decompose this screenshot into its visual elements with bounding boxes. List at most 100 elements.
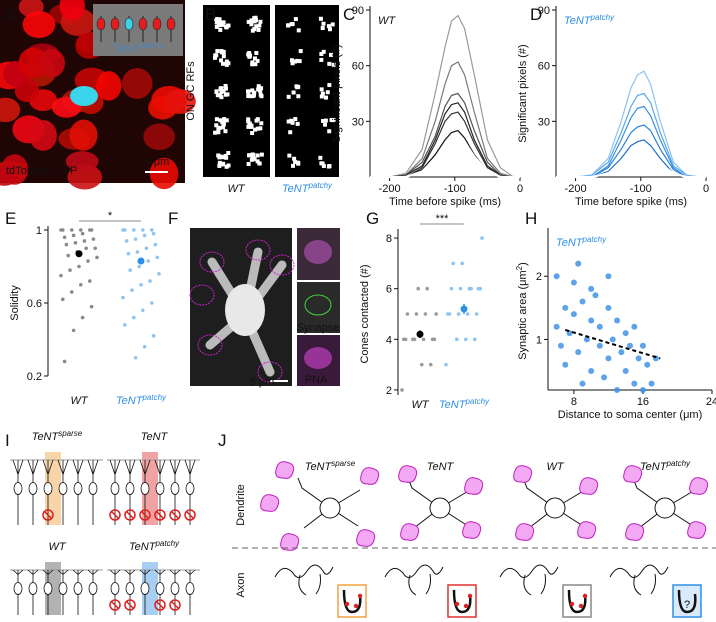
neuron <box>72 569 84 615</box>
point <box>132 228 136 232</box>
neuron <box>154 459 166 525</box>
point <box>400 388 404 392</box>
synapse-blob <box>515 523 535 541</box>
point <box>465 312 470 316</box>
rf-pixel <box>220 61 225 66</box>
point <box>153 242 158 247</box>
rf-pixel <box>255 58 260 63</box>
rf-pixel <box>290 120 295 125</box>
rf-pixel <box>297 59 302 64</box>
block-icon <box>154 599 166 611</box>
y-tick-label: 30 <box>352 116 364 128</box>
neuron <box>57 459 69 525</box>
panel-letter: D <box>530 5 542 24</box>
rf-pixel <box>218 27 223 32</box>
text-part: ) <box>517 262 529 266</box>
axon <box>274 564 334 596</box>
x-tick-label: -100 <box>444 183 466 195</box>
condition-label: TeNTsparse <box>305 459 356 474</box>
rf-pixel <box>293 159 298 164</box>
rf-pixel <box>218 118 223 123</box>
ribbon <box>578 603 584 609</box>
point <box>434 312 439 316</box>
x-tick-label: 24 <box>706 396 716 408</box>
rf-pixel <box>246 153 251 158</box>
point <box>605 273 612 280</box>
ribbon <box>463 603 469 609</box>
rf-pixel <box>249 123 254 128</box>
rf-pixel <box>214 123 219 128</box>
rf-pixel <box>252 157 257 162</box>
x-tick-label: 0 <box>517 183 523 195</box>
soma <box>140 582 150 595</box>
trend-line <box>564 329 661 360</box>
rf-pixel <box>223 129 228 134</box>
point <box>588 368 595 375</box>
unknown-mark: ? <box>684 599 690 611</box>
rf-pixel <box>296 160 301 165</box>
soma <box>28 482 38 495</box>
inset-blob <box>304 240 332 264</box>
rf-pixel <box>292 156 297 161</box>
soma <box>43 582 53 595</box>
neuron <box>27 569 39 615</box>
axon <box>499 564 559 596</box>
rf-pixel <box>254 24 259 29</box>
block-icon <box>184 509 196 521</box>
point <box>553 273 560 280</box>
point <box>71 233 76 238</box>
text-part: TeNT <box>116 395 144 407</box>
highlight <box>142 562 158 615</box>
point <box>432 337 437 342</box>
point <box>416 286 421 291</box>
dendrite <box>522 477 586 529</box>
point <box>639 342 646 349</box>
neuron <box>42 459 54 525</box>
point <box>592 292 599 299</box>
rf-pixel <box>321 49 326 54</box>
y-tick-label: 1 <box>36 225 42 237</box>
rf-pixel <box>254 51 259 56</box>
synapse-outline <box>257 361 283 383</box>
inset-bg <box>93 4 183 56</box>
soma <box>125 482 135 495</box>
neuron <box>139 459 151 525</box>
text-part: TeNT <box>439 399 467 411</box>
trace <box>370 92 520 178</box>
axon <box>609 564 669 596</box>
soma <box>225 284 265 336</box>
rf-pixel <box>327 27 332 32</box>
text-part: TeNT <box>640 461 668 473</box>
text-part: Synaptic area (μm <box>517 270 529 359</box>
trace <box>370 61 520 178</box>
synapse-blob <box>625 523 645 541</box>
cell <box>164 89 196 114</box>
point <box>473 337 477 342</box>
rf-pixel <box>259 121 264 126</box>
point <box>148 279 152 283</box>
point <box>132 315 136 320</box>
point <box>123 228 127 232</box>
mean-point <box>75 250 83 258</box>
rf-pixel <box>252 56 257 61</box>
inset-soma <box>166 17 176 31</box>
point <box>631 380 638 387</box>
rf-pixel <box>258 92 263 97</box>
point <box>449 286 454 291</box>
rf-pixel <box>255 153 260 158</box>
block-icon <box>155 510 165 520</box>
point <box>644 361 651 368</box>
axon <box>384 564 444 596</box>
inset-soma <box>138 17 148 31</box>
synapse-outline <box>197 334 223 356</box>
synapse-blob <box>579 477 599 495</box>
soma <box>88 582 98 595</box>
rf-pixel <box>249 18 254 23</box>
stain-label: YFP <box>56 165 77 177</box>
block-icon <box>140 510 150 520</box>
point <box>618 349 625 356</box>
point <box>155 255 159 260</box>
condition-label: TeNT <box>141 431 169 443</box>
text-part: TeNT <box>305 461 333 473</box>
superscript: patchy <box>665 459 691 468</box>
